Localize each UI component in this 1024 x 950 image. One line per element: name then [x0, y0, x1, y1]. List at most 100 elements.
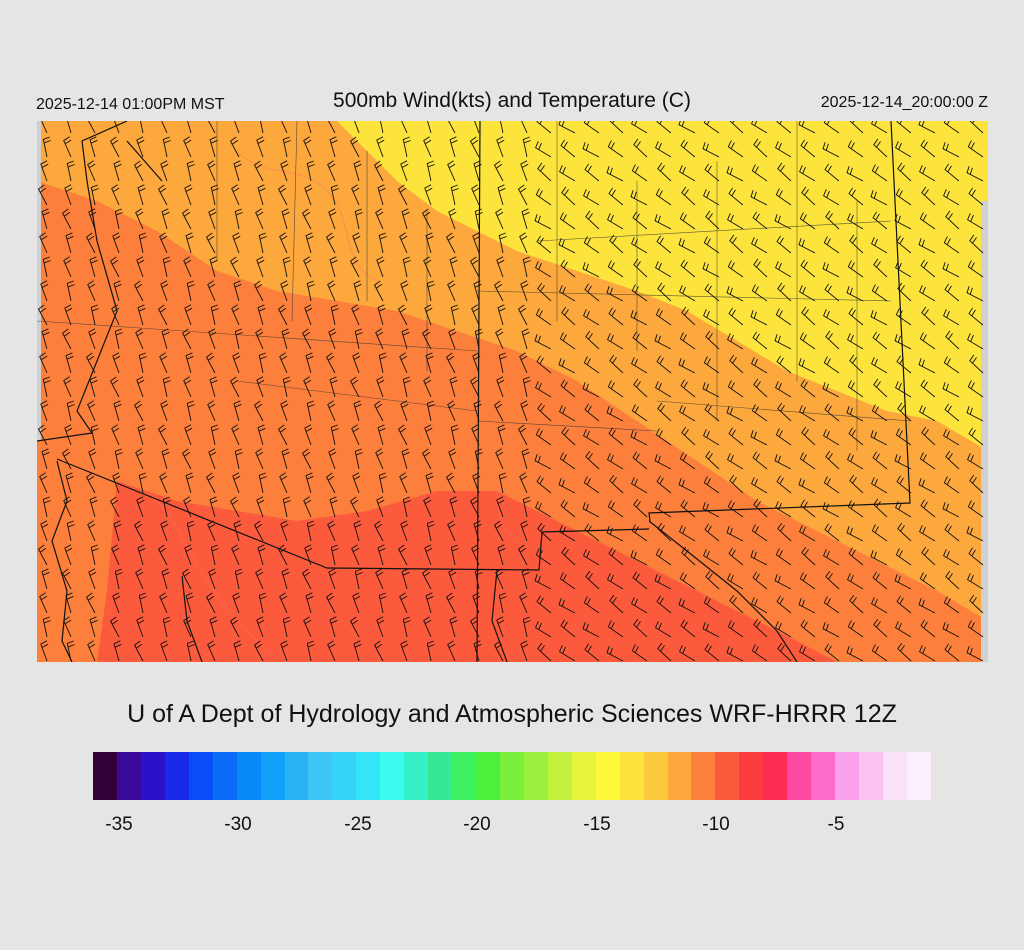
wind-barb [39, 352, 48, 374]
wind-barb [330, 424, 339, 446]
wind-barb [799, 332, 816, 350]
wind-barb [969, 121, 984, 134]
wind-barb [253, 400, 264, 422]
colorbar-swatch [236, 752, 261, 800]
wind-barb [376, 256, 385, 278]
wind-barb [729, 234, 744, 254]
wind-barbs [37, 121, 984, 662]
wind-barb [654, 454, 672, 470]
wind-barb [399, 232, 408, 254]
wind-barb [87, 280, 96, 302]
wind-barb [559, 572, 576, 590]
wind-barb [849, 354, 864, 374]
wind-barb [325, 592, 336, 614]
wind-barb [777, 282, 792, 302]
wind-barb [895, 188, 912, 206]
wind-barb [234, 328, 243, 350]
wind-barb [606, 166, 624, 182]
colorbar-swatch [906, 752, 931, 800]
colorbar-swatch [739, 752, 764, 800]
wind-barb [943, 189, 960, 206]
wind-barb [945, 450, 960, 470]
wind-barb [423, 376, 432, 398]
colorbar-swatch [787, 752, 812, 800]
wind-barb [469, 256, 480, 278]
wind-barb [136, 256, 145, 278]
wind-barb [306, 160, 315, 182]
wind-barb [233, 400, 242, 422]
wind-barb [631, 644, 648, 662]
wind-barb [656, 121, 672, 134]
wind-barb [823, 549, 840, 566]
wind-barb [495, 328, 504, 350]
wind-barb [752, 451, 768, 470]
wind-barb [631, 237, 648, 254]
wind-barb [63, 616, 72, 638]
wind-barb [729, 594, 744, 614]
wind-barb [400, 400, 409, 422]
wind-barb [376, 616, 385, 638]
wind-barb [137, 184, 146, 206]
wind-barb [448, 208, 457, 230]
wind-barb [469, 616, 480, 638]
wind-barb [559, 285, 576, 302]
wind-barb [702, 382, 720, 398]
wind-barb [942, 262, 960, 278]
wind-barb [583, 429, 600, 446]
wind-barb [41, 568, 50, 590]
wind-barb [349, 256, 360, 278]
wind-barb [450, 544, 459, 566]
wind-barb [426, 280, 435, 302]
wind-barb [111, 544, 120, 566]
wind-barb [231, 544, 240, 566]
wind-barb [871, 284, 888, 302]
wind-barb [751, 164, 768, 182]
wind-barb [873, 258, 888, 278]
colorbar-swatch [859, 752, 883, 800]
wind-barb [655, 188, 672, 206]
wind-barb [631, 404, 648, 422]
wind-barb [943, 309, 960, 326]
terrain-contours [156, 150, 638, 652]
wind-barb [606, 646, 624, 662]
colorbar-swatch [571, 752, 596, 800]
wind-barb [256, 376, 265, 398]
wind-barb [448, 328, 457, 350]
wind-barb [775, 141, 792, 158]
wind-barb [377, 184, 386, 206]
wind-barb [40, 400, 49, 422]
wind-barb [41, 448, 50, 470]
wind-barb [560, 619, 576, 638]
wind-barb [704, 523, 720, 542]
wind-barb [301, 208, 312, 230]
wind-barb [703, 356, 720, 374]
wind-barb [918, 121, 936, 134]
wind-barb [207, 520, 216, 542]
wind-barb [303, 616, 312, 638]
wind-barb [943, 429, 960, 446]
wind-barb [306, 280, 315, 302]
wind-barb [775, 621, 792, 638]
wind-barb [157, 424, 168, 446]
colorbar-swatch [523, 752, 548, 800]
wind-barb [942, 382, 960, 398]
wind-barb [87, 520, 96, 542]
wind-barb [945, 570, 960, 590]
wind-barb [519, 352, 528, 374]
wind-barb [521, 448, 530, 470]
wind-barb [473, 160, 482, 182]
wind-barb [897, 522, 912, 542]
wind-barb [823, 309, 840, 326]
wind-barb [726, 406, 744, 422]
wind-barb [633, 138, 648, 158]
wind-barb [208, 448, 217, 470]
colorbar-tick-label: -25 [344, 814, 372, 835]
wind-barb [895, 501, 912, 518]
wind-barb [349, 376, 360, 398]
wind-barb [257, 304, 266, 326]
wind-barb [397, 544, 408, 566]
wind-barb [205, 352, 216, 374]
wind-barb [537, 402, 552, 422]
wind-barb [871, 237, 888, 254]
wind-barb [255, 448, 264, 470]
